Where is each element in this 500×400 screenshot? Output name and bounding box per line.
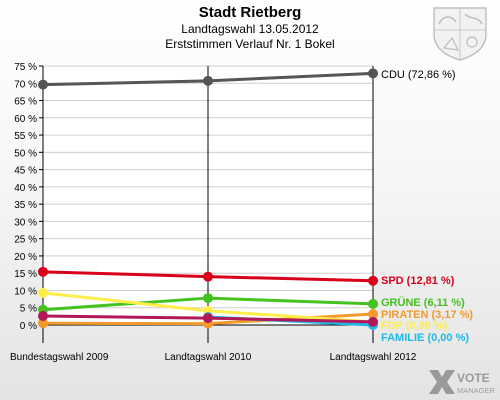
y-tick-label: 0 % — [20, 321, 37, 332]
y-tick-label: 50 % — [14, 148, 37, 159]
series-label-cdu: CDU (72,86 %) — [381, 69, 456, 81]
y-tick-label: 15 % — [14, 269, 37, 280]
data-point-spd — [38, 266, 48, 277]
coat-of-arms-icon — [433, 7, 487, 61]
chart-subtitle-2: Erststimmen Verlauf Nr. 1 Bokel — [165, 37, 335, 51]
y-tick-label: 45 % — [14, 166, 37, 177]
data-point-die-linke — [368, 316, 378, 327]
data-point-spd — [203, 271, 213, 282]
x-tick-label: Bundestagswahl 2009 — [10, 352, 109, 363]
y-tick-label: 40 % — [14, 183, 37, 194]
data-point-grüne — [368, 298, 378, 309]
data-point-piraten — [368, 309, 378, 320]
chart-subtitle: Landtagswahl 13.05.2012 — [181, 22, 319, 36]
y-tick-label: 60 % — [14, 114, 37, 125]
logo-text-vote: VOTE — [457, 371, 490, 385]
y-tick-label: 20 % — [14, 252, 37, 263]
y-tick-label: 10 % — [14, 286, 37, 297]
y-tick-label: 70 % — [14, 79, 37, 90]
data-point-fdp — [38, 287, 48, 298]
data-point-die-linke — [38, 311, 48, 322]
data-point-cdu — [368, 68, 378, 79]
data-point-grüne — [203, 293, 213, 304]
y-tick-label: 65 % — [14, 97, 37, 108]
series-label-piraten: PIRATEN (3,17 %) — [381, 309, 473, 321]
data-point-cdu — [203, 75, 213, 86]
series-label-familie: FAMILIE (0,00 %) — [381, 332, 469, 344]
y-tick-label: 55 % — [14, 131, 37, 142]
chart-title: Stadt Rietberg — [198, 4, 302, 21]
votemanager-logo: VOTE MANAGER — [429, 370, 496, 395]
data-point-cdu — [38, 79, 48, 90]
y-tick-label: 75 % — [14, 62, 37, 73]
y-tick-label: 5 % — [20, 304, 37, 315]
series-label-grüne: GRÜNE (6,11 %) — [381, 296, 465, 309]
data-point-piraten — [38, 318, 48, 329]
logo-text-manager: MANAGER — [457, 386, 496, 395]
x-tick-label: Landtagswahl 2010 — [165, 352, 252, 363]
series-label-fdp: FDP (0,90 %) — [381, 320, 448, 332]
data-point-die-linke — [203, 313, 213, 324]
data-point-spd — [368, 275, 378, 286]
x-tick-label: Landtagswahl 2012 — [330, 352, 417, 363]
y-tick-label: 35 % — [14, 200, 37, 211]
series-label-spd: SPD (12,81 %) — [381, 275, 455, 287]
y-tick-label: 30 % — [14, 217, 37, 228]
y-tick-label: 25 % — [14, 235, 37, 246]
